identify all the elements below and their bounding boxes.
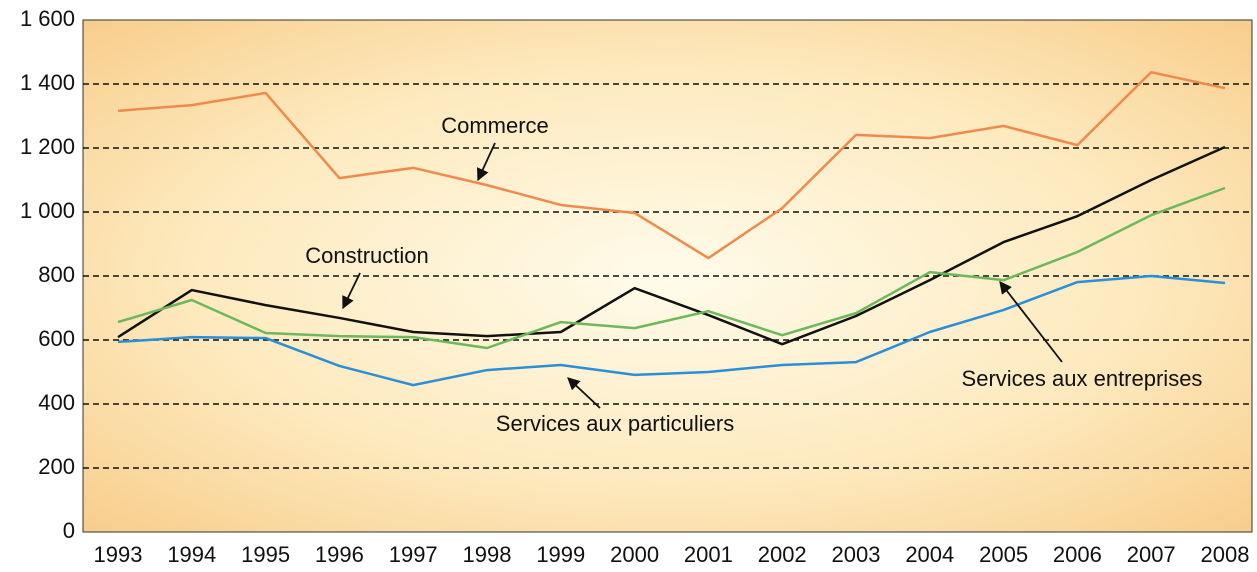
annotation-arrow — [342, 272, 361, 310]
x-tick-label: 1994 — [167, 542, 216, 567]
x-tick-label: 1997 — [389, 542, 438, 567]
x-tick-label: 1996 — [315, 542, 364, 567]
x-tick-label: 1993 — [94, 542, 143, 567]
y-tick-label: 1 600 — [20, 6, 75, 31]
x-tick-label: 2002 — [758, 542, 807, 567]
series-label: Commerce — [441, 113, 549, 138]
series-line — [117, 274, 1226, 387]
y-tick-label: 200 — [38, 454, 75, 479]
x-tick-label: 2004 — [905, 542, 954, 567]
series-label: Services aux entreprises — [962, 366, 1203, 391]
y-tick-label: 1 200 — [20, 134, 75, 159]
series-line — [117, 186, 1226, 350]
annotation-arrow — [567, 377, 601, 409]
series-label: Services aux particuliers — [496, 411, 734, 436]
series-label: Construction — [305, 243, 429, 268]
x-tick-label: 2003 — [832, 542, 881, 567]
y-tick-label: 1 000 — [20, 198, 75, 223]
x-tick-label: 2005 — [979, 542, 1028, 567]
y-tick-label: 0 — [63, 518, 75, 543]
y-tick-label: 400 — [38, 390, 75, 415]
series-line — [117, 145, 1226, 346]
x-tick-label: 1999 — [536, 542, 585, 567]
x-tick-label: 1998 — [463, 542, 512, 567]
x-tick-label: 2000 — [610, 542, 659, 567]
y-tick-label: 800 — [38, 262, 75, 287]
x-tick-label: 2008 — [1201, 542, 1250, 567]
annotation-arrow — [999, 281, 1063, 363]
annotation-arrow — [477, 142, 496, 182]
x-tick-label: 2001 — [684, 542, 733, 567]
x-tick-label: 2006 — [1053, 542, 1102, 567]
y-tick-label: 600 — [38, 326, 75, 351]
series-line — [117, 70, 1226, 260]
x-tick-label: 2007 — [1127, 542, 1176, 567]
y-tick-label: 1 400 — [20, 70, 75, 95]
x-tick-label: 1995 — [241, 542, 290, 567]
